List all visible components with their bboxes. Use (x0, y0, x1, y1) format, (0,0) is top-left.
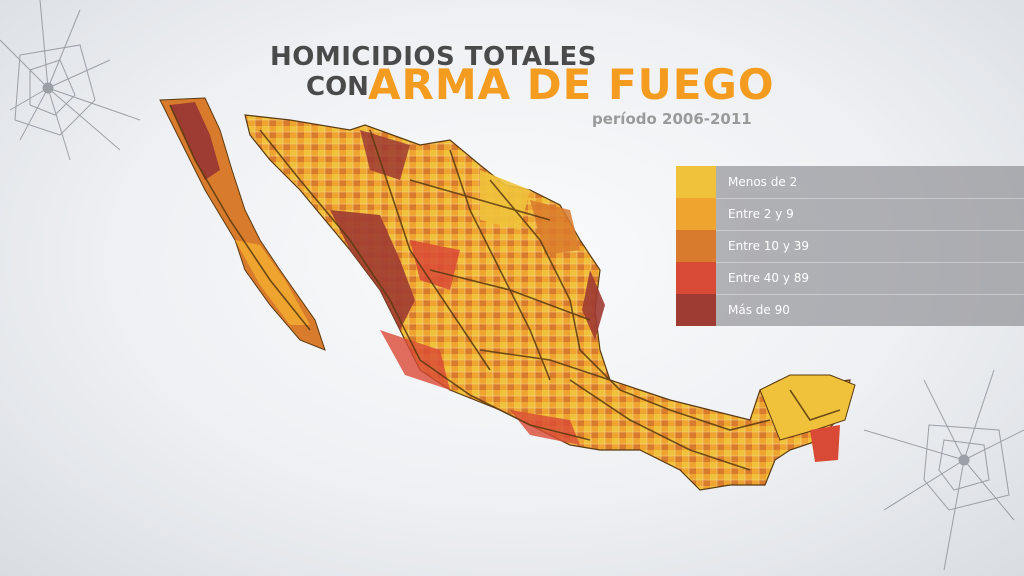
legend-label: Entre 2 y 9 (728, 207, 794, 221)
title-line1: HOMICIDIOS TOTALES (270, 42, 598, 72)
legend-label: Entre 10 y 39 (728, 239, 810, 253)
subtitle: período 2006-2011 (592, 110, 752, 128)
title-line2-highlight: ARMA DE FUEGO (368, 60, 775, 109)
legend-item: Entre 10 y 39 (676, 230, 1024, 263)
legend-item: Más de 90 (676, 294, 1024, 326)
legend-item: Menos de 2 (676, 166, 1024, 199)
legend-item: Entre 2 y 9 (676, 198, 1024, 231)
legend-swatch (676, 294, 716, 326)
legend-swatch (676, 166, 716, 198)
legend-label: Menos de 2 (728, 175, 798, 189)
legend: Menos de 2 Entre 2 y 9 Entre 10 y 39 Ent… (676, 166, 1024, 326)
legend-item: Entre 40 y 89 (676, 262, 1024, 295)
title-line2-prefix: CON (306, 72, 369, 102)
cracked-glass-top-left (0, 0, 141, 161)
legend-swatch (676, 262, 716, 294)
cracked-glass-bottom-right (863, 370, 1024, 570)
legend-swatch (676, 198, 716, 230)
legend-swatch (676, 230, 716, 262)
legend-label: Más de 90 (728, 303, 790, 317)
mexico-choropleth-map (159, 97, 856, 491)
legend-label: Entre 40 y 89 (728, 271, 810, 285)
